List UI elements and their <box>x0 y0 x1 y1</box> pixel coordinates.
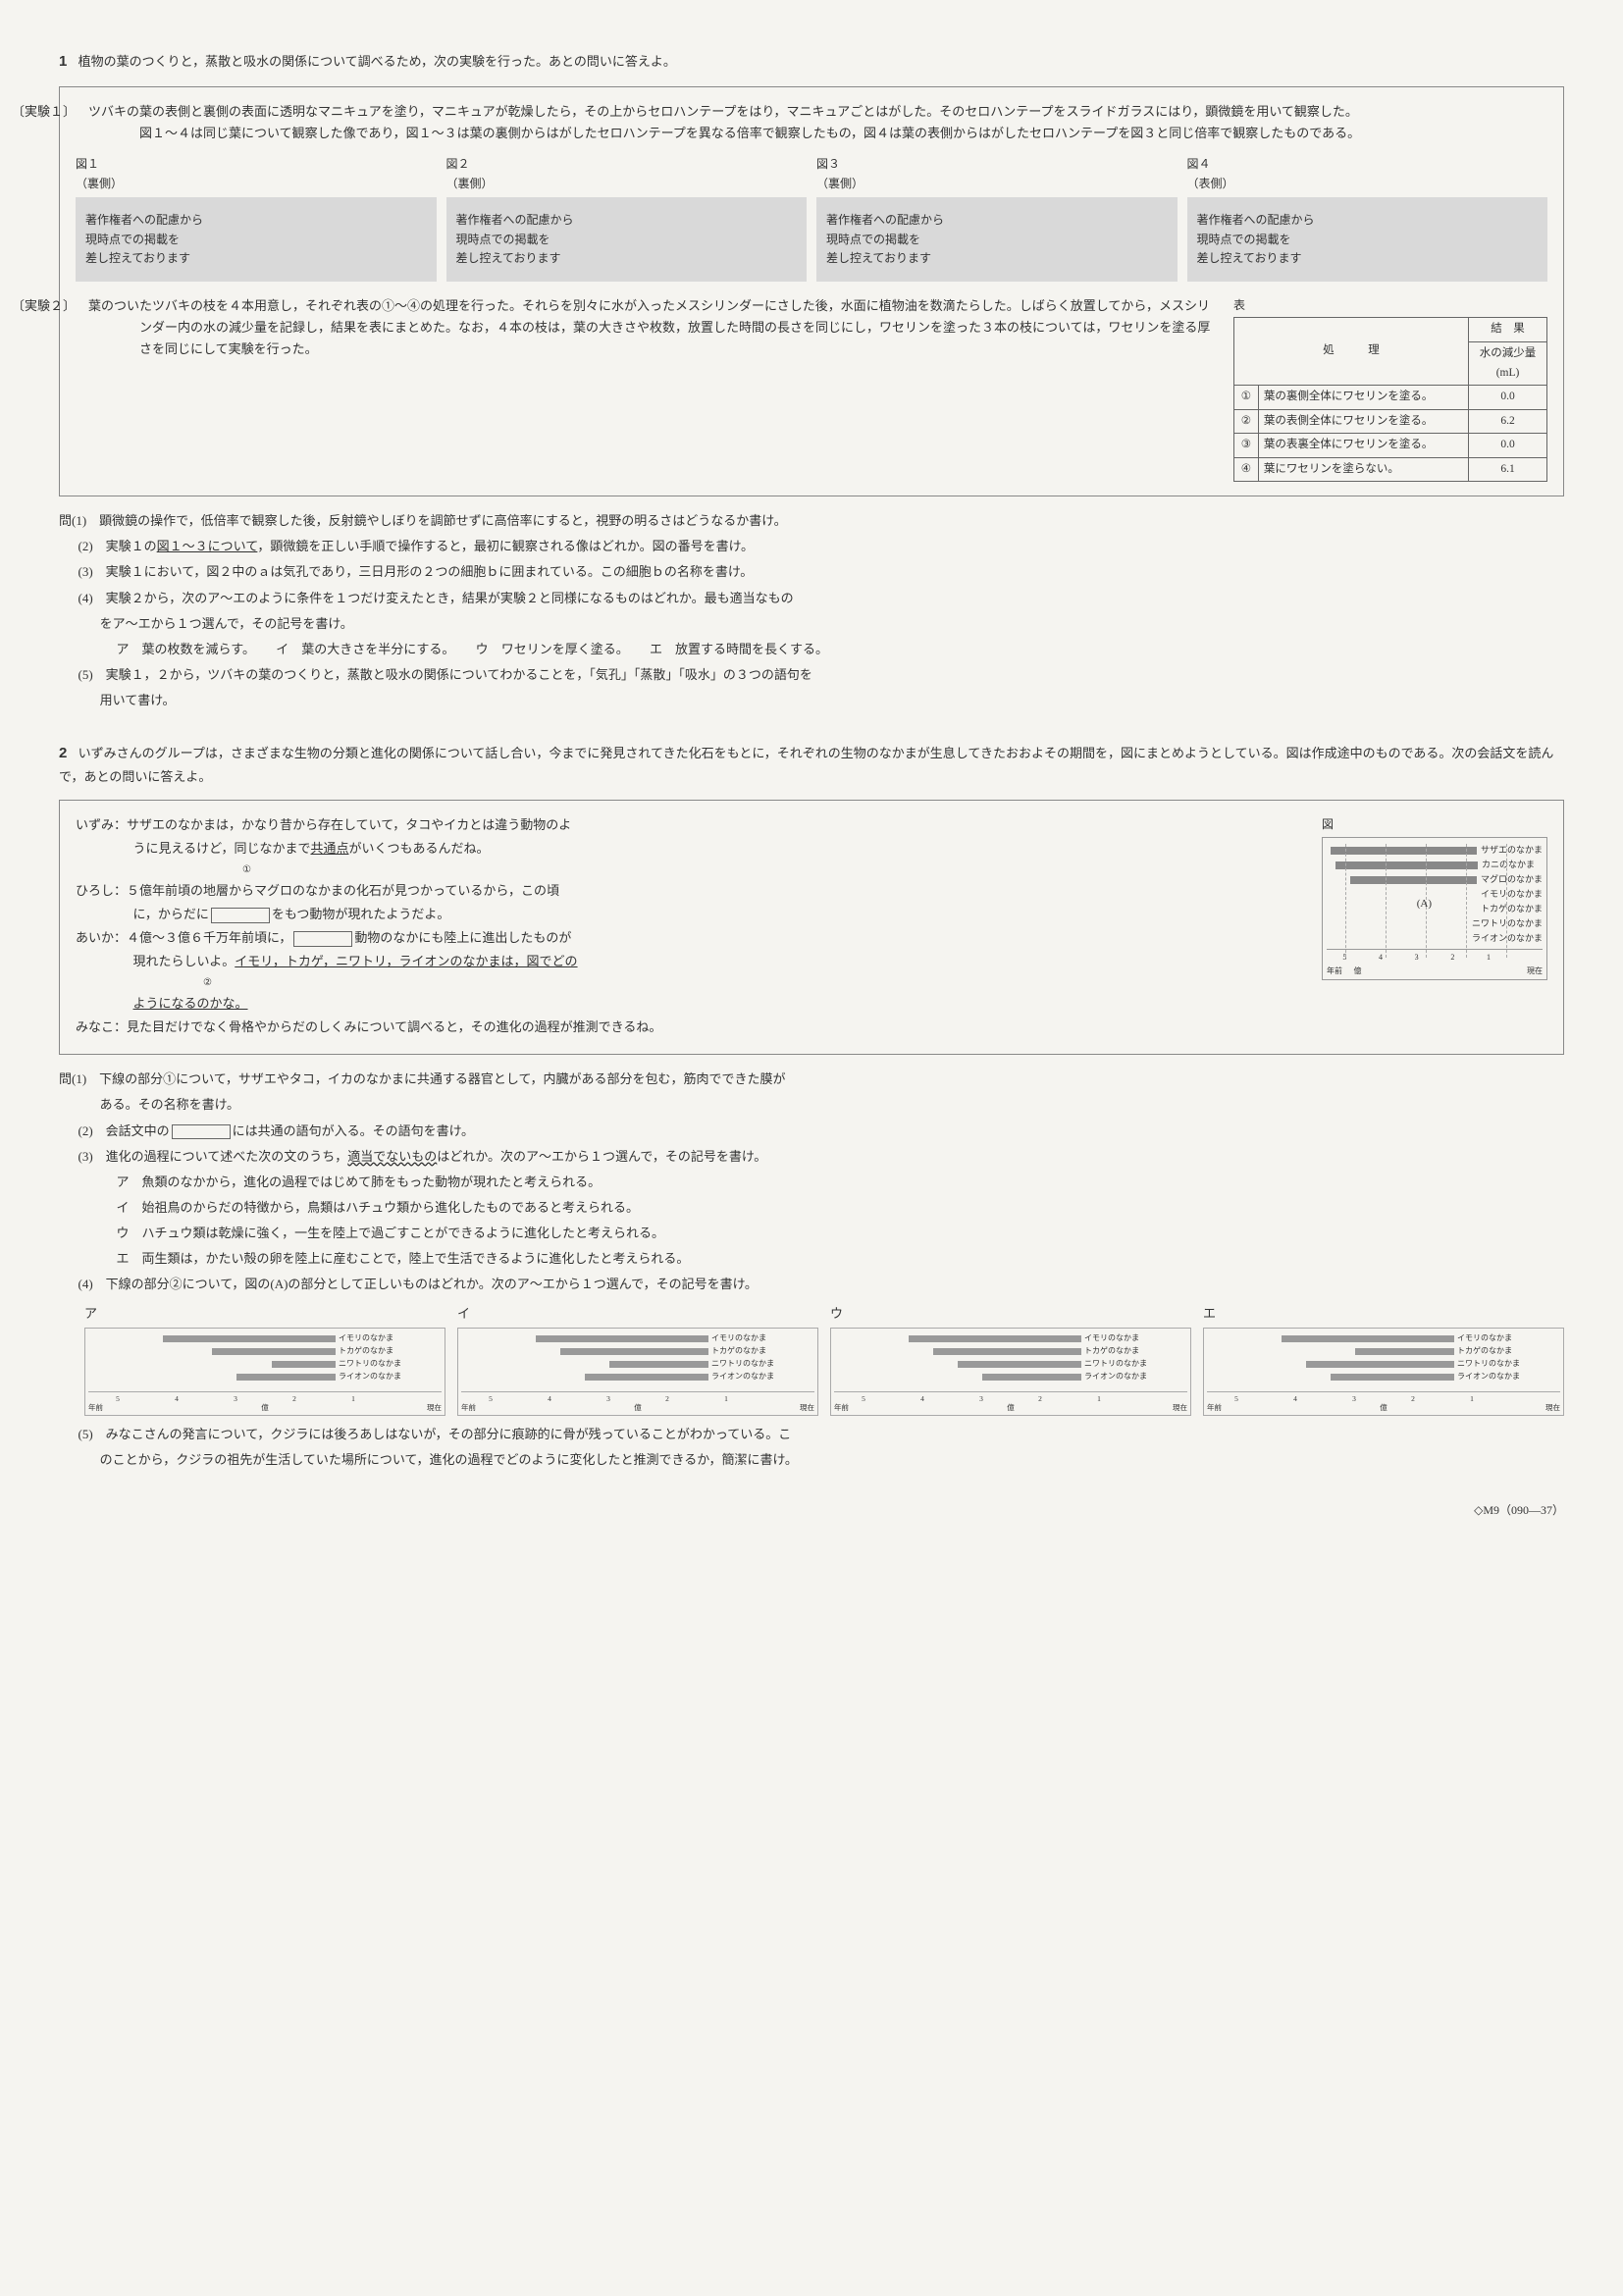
q1-sub4a: (4) 実験２から，次のア～エのように条件を１つだけ変えたとき，結果が実験２と同… <box>79 588 1565 609</box>
fig3-cell: 図３（裏側） 著作権者への配慮から 現時点での掲載を 差し控えております <box>816 154 1178 282</box>
q2-sub3: (3) 進化の過程について述べた次の文のうち，適当でないものはどれか。次のア～エ… <box>79 1146 1565 1168</box>
q2-sub5a: (5) みなこさんの発言について，クジラには後ろあしはないが，その部分に痕跡的に… <box>79 1424 1565 1445</box>
q2-sub4: (4) 下線の部分②について，図の(A)の部分として正しいものはどれか。次のア～… <box>79 1274 1565 1295</box>
fig2-placeholder: 著作権者への配慮から 現時点での掲載を 差し控えております <box>446 197 808 282</box>
exp1-p1: 〔実験１〕 ツバキの葉の表側と裏側の表面に透明なマニキュアを塗り，マニキュアが乾… <box>76 101 1547 123</box>
q1-sub1: 問(1) 顕微鏡の操作で，低倍率で観察した後，反射鏡やしぼりを調節せずに高倍率に… <box>59 510 1564 532</box>
q1-intro: 1 植物の葉のつくりと，蒸散と吸水の関係について調べるため，次の実験を行った。あ… <box>59 49 1564 75</box>
q2-sub2: (2) 会話文中のには共通の語句が入る。その語句を書け。 <box>79 1121 1565 1142</box>
q1-intro-text: 植物の葉のつくりと，蒸散と吸水の関係について調べるため，次の実験を行った。あとの… <box>79 54 676 69</box>
blank-field <box>293 931 352 947</box>
conversation: いずみ：サザエのなかまは，かなり昔から存在していて，タコやイカとは違う動物のよ … <box>76 814 1308 1041</box>
q2-intro-text: いずみさんのグループは，さまざまな生物の分類と進化の関係について話し合い，今まで… <box>59 746 1553 784</box>
chart-e: エ イモリのなかま トカゲのなかま ニワトリのなかま ライオンのなかま 5432… <box>1203 1303 1564 1416</box>
q1-sub5a: (5) 実験１，２から，ツバキの葉のつくりと，蒸散と吸水の関係についてわかること… <box>79 664 1565 686</box>
table-row: ①葉の裏側全体にワセリンを塗る。0.0 <box>1234 386 1547 410</box>
q1-sub2: (2) 実験１の図１～３について，顕微鏡を正しい手順で操作すると，最初に観察され… <box>79 536 1565 557</box>
q1-experiment-box: 〔実験１〕 ツバキの葉の表側と裏側の表面に透明なマニキュアを塗り，マニキュアが乾… <box>59 86 1564 497</box>
q2-number: 2 <box>59 745 67 761</box>
page-footer: ◇M9（090―37） <box>59 1500 1564 1520</box>
q1-sub4-choices: ア 葉の枚数を減らす。 イ 葉の大きさを半分にする。 ウ ワセリンを厚く塗る。 … <box>59 639 1564 660</box>
blank-field <box>172 1124 231 1140</box>
q2-intro: 2 いずみさんのグループは，さまざまな生物の分類と進化の関係について話し合い，今… <box>59 741 1564 788</box>
q2-sub1b: ある。その名称を書け。 <box>59 1094 1564 1116</box>
answer-charts: ア イモリのなかま トカゲのなかま ニワトリのなかま ライオンのなかま 5432… <box>84 1303 1564 1416</box>
blank-field <box>211 908 270 923</box>
fig2-cell: 図２（裏側） 著作権者への配慮から 現時点での掲載を 差し控えております <box>446 154 808 282</box>
exp2-table-wrap: 表 処 理 結 果 水の減少量 (mL) ①葉の裏側全体にワセリンを塗る。0.0… <box>1233 295 1547 482</box>
q1-questions: 問(1) 顕微鏡の操作で，低倍率で観察した後，反射鏡やしぼりを調節せずに高倍率に… <box>59 510 1564 711</box>
fig3-placeholder: 著作権者への配慮から 現時点での掲載を 差し控えております <box>816 197 1178 282</box>
q1-number: 1 <box>59 53 67 70</box>
q1-sub3: (3) 実験１において，図２中のａは気孔であり，三日月形の２つの細胞ｂに囲まれて… <box>79 561 1565 583</box>
exp2-text: 〔実験２〕 葉のついたツバキの枝を４本用意し，それぞれ表の①～④の処理を行った。… <box>76 295 1218 360</box>
table-row: ②葉の表側全体にワセリンを塗る。6.2 <box>1234 409 1547 434</box>
figure-row: 図１（裏側） 著作権者への配慮から 現時点での掲載を 差し控えております 図２（… <box>76 154 1547 282</box>
exp1-p2: 図１～４は同じ葉について観察した像であり，図１～３は葉の裏側からはがしたセロハン… <box>76 123 1547 144</box>
q2-sub5b: のことから，クジラの祖先が生活していた場所について，進化の過程でどのように変化し… <box>59 1449 1564 1471</box>
q1-sub5b: 用いて書け。 <box>59 690 1564 711</box>
exp2-wrap: 〔実験２〕 葉のついたツバキの枝を４本用意し，それぞれ表の①～④の処理を行った。… <box>76 295 1547 482</box>
table-row: ④葉にワセリンを塗らない。6.1 <box>1234 457 1547 482</box>
timeline-chart: サザエのなかま カニのなかま マグロのなかま イモリのなかま トカゲのなかま ニ… <box>1322 837 1547 980</box>
chart-u: ウ イモリのなかま トカゲのなかま ニワトリのなかま ライオンのなかま 5432… <box>830 1303 1191 1416</box>
chart-i: イ イモリのなかま トカゲのなかま ニワトリのなかま ライオンのなかま 5432… <box>457 1303 818 1416</box>
q1-sub4b: をア～エから１つ選んで，その記号を書け。 <box>59 613 1564 635</box>
chart-a: ア イモリのなかま トカゲのなかま ニワトリのなかま ライオンのなかま 5432… <box>84 1303 445 1416</box>
fig1-placeholder: 著作権者への配慮から 現時点での掲載を 差し控えております <box>76 197 437 282</box>
q2-figure: 図 サザエのなかま カニのなかま マグロのなかま イモリのなかま トカゲのなかま… <box>1322 814 1547 1041</box>
fig1-cell: 図１（裏側） 著作権者への配慮から 現時点での掲載を 差し控えております <box>76 154 437 282</box>
q2-sub1a: 問(1) 下線の部分①について，サザエやタコ，イカのなかまに共通する器官として，… <box>59 1069 1564 1090</box>
fig4-cell: 図４（表側） 著作権者への配慮から 現時点での掲載を 差し控えております <box>1187 154 1548 282</box>
fig4-placeholder: 著作権者への配慮から 現時点での掲載を 差し控えております <box>1187 197 1548 282</box>
table-row: ③葉の表裏全体にワセリンを塗る。0.0 <box>1234 434 1547 458</box>
q2-conversation-box: いずみ：サザエのなかまは，かなり昔から存在していて，タコやイカとは違う動物のよ … <box>59 800 1564 1056</box>
q2-questions: 問(1) 下線の部分①について，サザエやタコ，イカのなかまに共通する器官として，… <box>59 1069 1564 1471</box>
exp2-table: 処 理 結 果 水の減少量 (mL) ①葉の裏側全体にワセリンを塗る。0.0 ②… <box>1233 317 1547 482</box>
